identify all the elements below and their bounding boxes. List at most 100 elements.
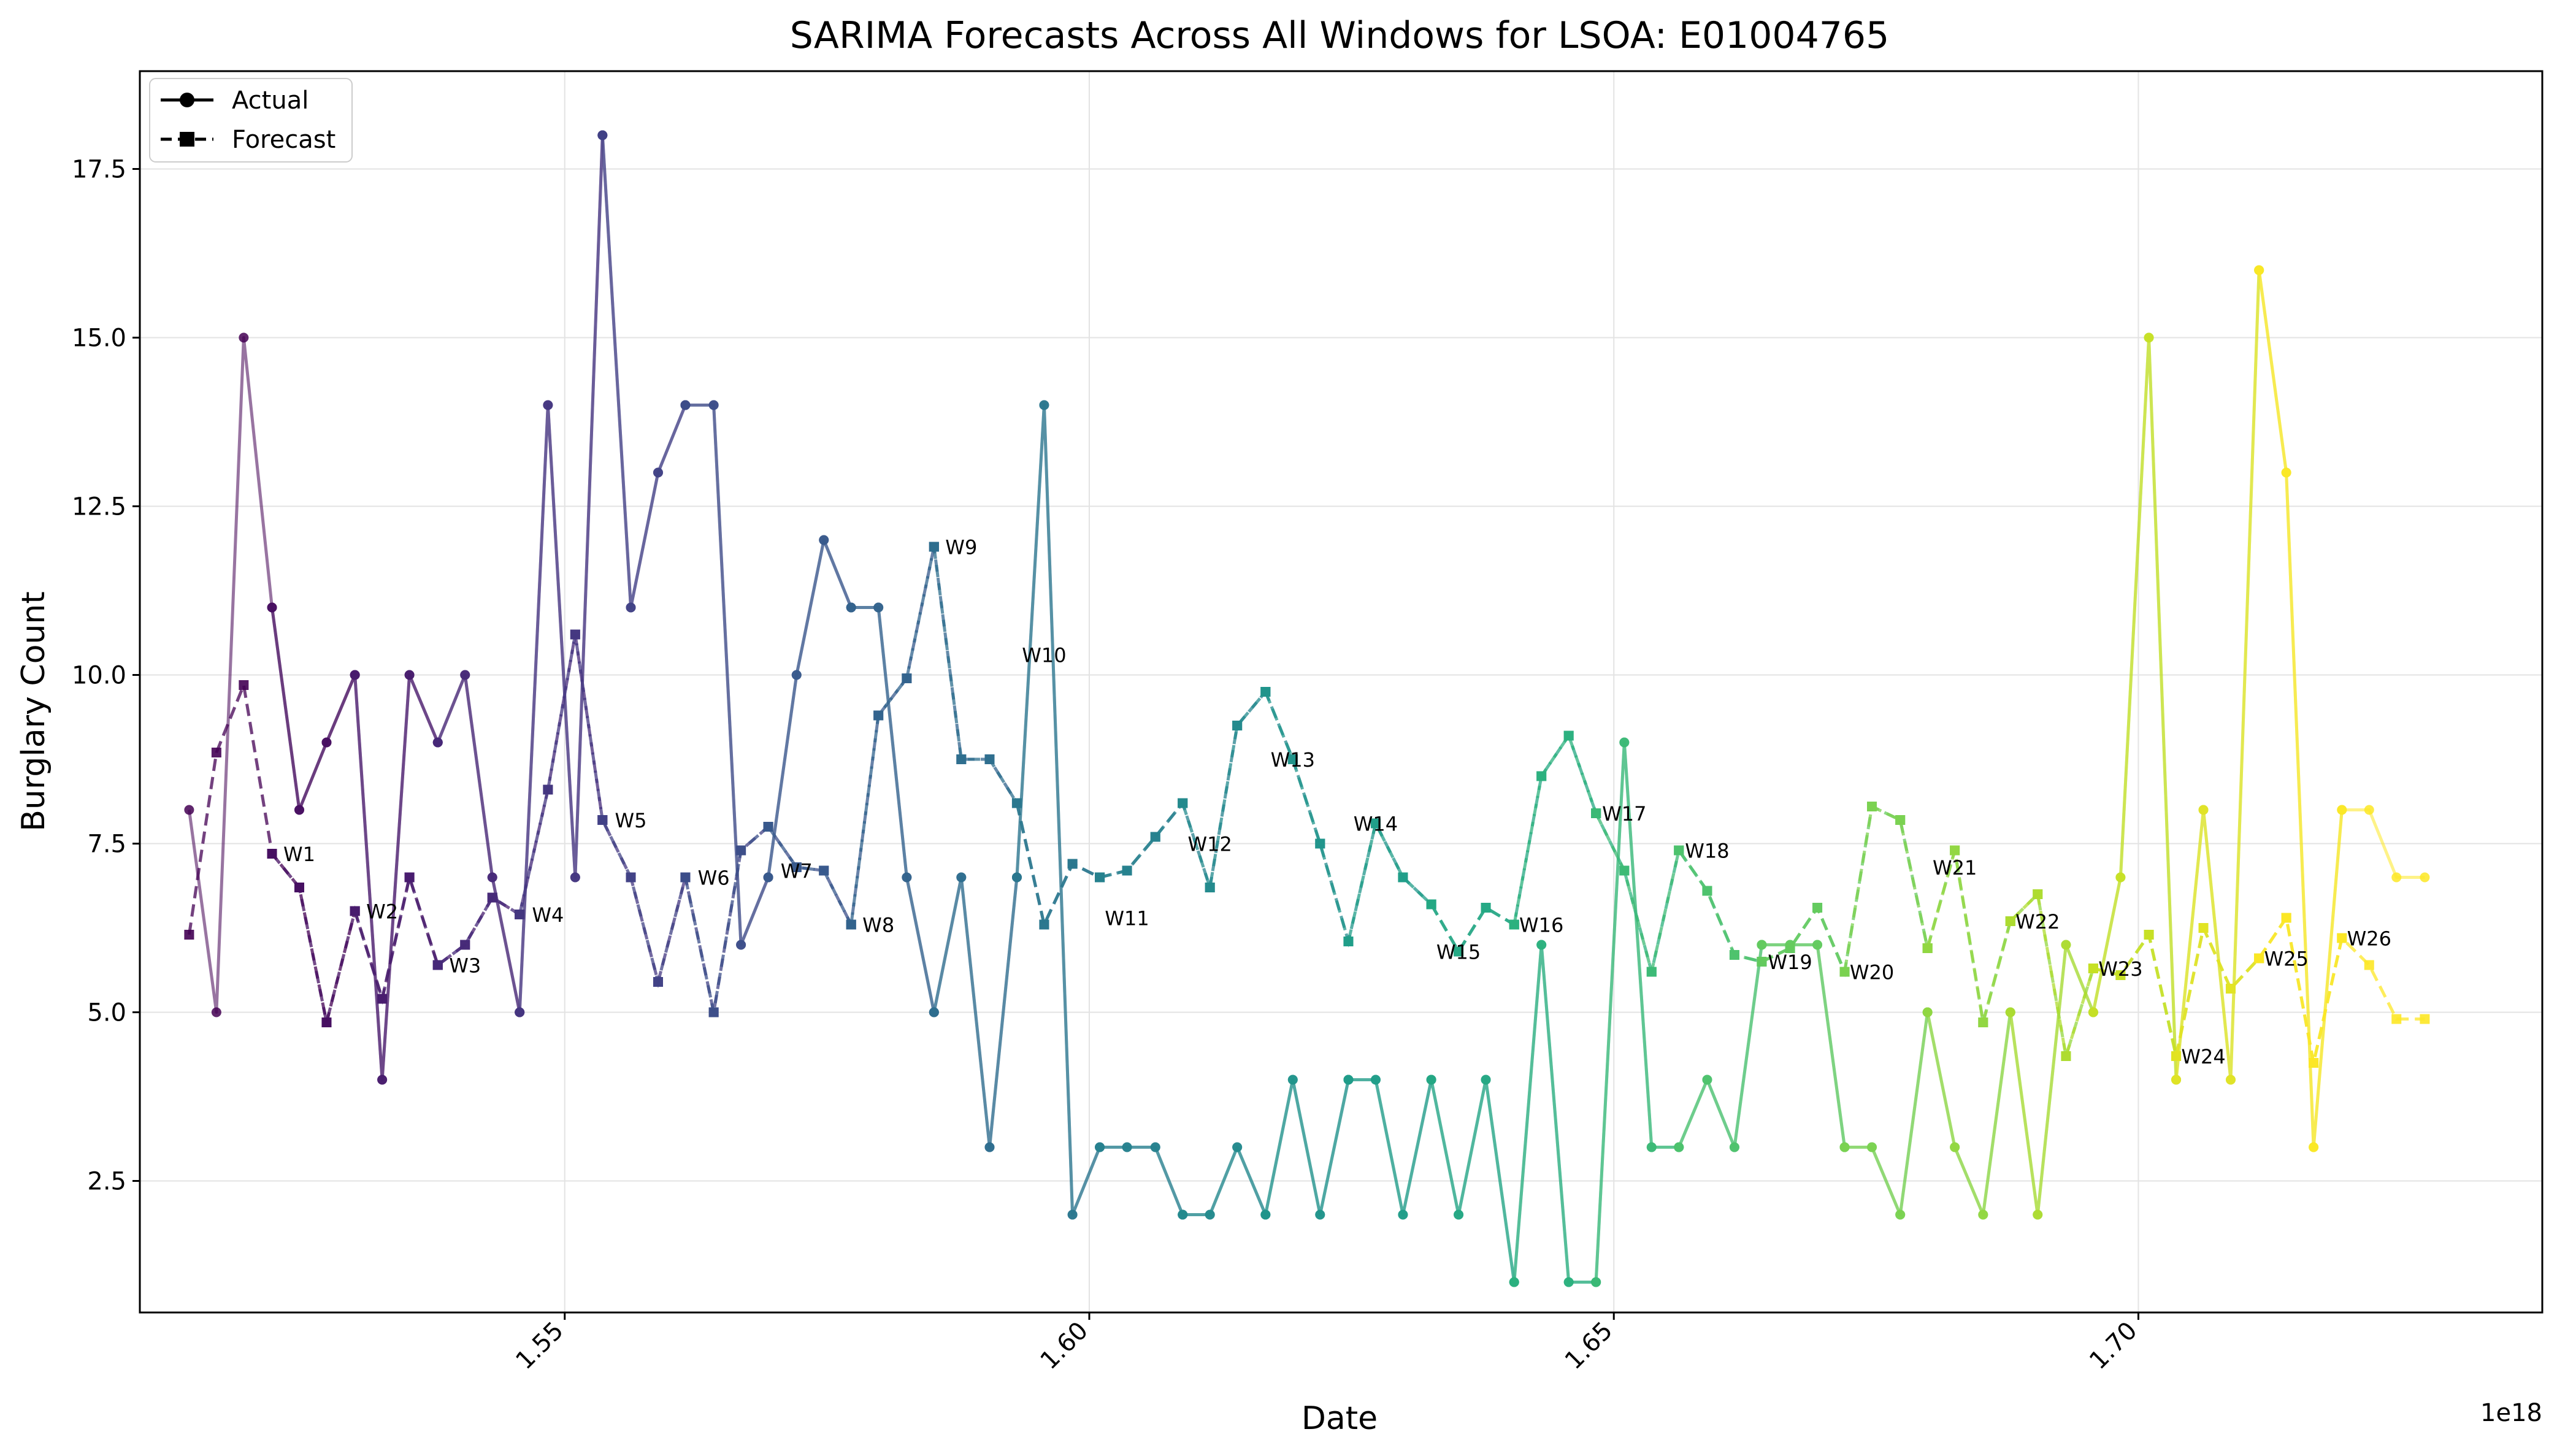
grid-layer bbox=[140, 71, 2542, 1312]
y-tick-label: 15.0 bbox=[72, 324, 126, 353]
forecast-point bbox=[2198, 923, 2209, 933]
forecast-point bbox=[1674, 845, 1684, 856]
actual-point bbox=[708, 400, 719, 410]
forecast-point bbox=[543, 784, 553, 795]
forecast-point bbox=[929, 542, 939, 552]
forecast-point bbox=[1839, 967, 1850, 977]
actual-point bbox=[239, 332, 249, 343]
actual-point bbox=[1343, 1075, 1354, 1085]
forecast-point bbox=[321, 1017, 332, 1027]
forecast-point bbox=[2420, 1014, 2430, 1024]
actual-point bbox=[267, 602, 277, 613]
forecast-point bbox=[515, 910, 525, 919]
forecast-point bbox=[819, 865, 829, 876]
forecast-point bbox=[2061, 1051, 2071, 1061]
forecast-point bbox=[1619, 865, 1630, 876]
forecast-point bbox=[1729, 950, 1739, 960]
actual-point bbox=[1812, 940, 1823, 950]
forecast-point bbox=[1812, 903, 1823, 913]
actual-point bbox=[2005, 1007, 2015, 1017]
forecast-point bbox=[2033, 889, 2043, 899]
actual-point bbox=[1702, 1075, 1712, 1085]
forecast-point bbox=[984, 754, 995, 764]
actual-point bbox=[2364, 805, 2374, 815]
window-label-w9: W9 bbox=[945, 536, 977, 559]
actual-point bbox=[1619, 737, 1630, 748]
actual-point bbox=[1398, 1209, 1408, 1220]
forecast-point bbox=[2225, 984, 2236, 994]
actual-point bbox=[1757, 940, 1767, 950]
forecast-point bbox=[1536, 771, 1547, 781]
actual-point bbox=[487, 872, 497, 883]
forecast-point bbox=[377, 994, 388, 1004]
forecast-point bbox=[1454, 946, 1464, 957]
forecast-point bbox=[2337, 933, 2347, 943]
actual-point bbox=[2225, 1075, 2236, 1085]
window-annotation-layer: W1 W2 W3 W4 W5 W6 W7 W8 W9 W10 W11 W12 W13 W14 W15 W16 W… bbox=[283, 536, 2391, 1069]
window-label-w10: W10 bbox=[1022, 644, 1066, 667]
forecast-point bbox=[1287, 754, 1298, 764]
actual-point bbox=[2309, 1142, 2319, 1152]
y-tick-label: 10.0 bbox=[72, 662, 126, 690]
forecast-point bbox=[1150, 832, 1160, 842]
forecast-point bbox=[1481, 903, 1491, 913]
actual-point bbox=[350, 670, 360, 680]
forecast-point bbox=[873, 710, 884, 721]
y-tick-label: 17.5 bbox=[72, 156, 126, 184]
window-label-w16: W16 bbox=[1519, 914, 1563, 937]
actual-point bbox=[2088, 1007, 2098, 1017]
actual-point bbox=[404, 670, 415, 680]
actual-point bbox=[2391, 872, 2402, 883]
forecast-point bbox=[1950, 845, 1960, 856]
forecast-point bbox=[294, 883, 304, 892]
actual-point bbox=[2115, 872, 2126, 883]
window-label-w21: W21 bbox=[1933, 856, 1977, 879]
actual-point bbox=[2144, 332, 2154, 343]
forecast-point bbox=[846, 919, 856, 930]
window-label-w26: W26 bbox=[2347, 927, 2391, 951]
legend: Actual Forecast bbox=[149, 78, 353, 163]
actual-point bbox=[1454, 1209, 1464, 1220]
actual-point bbox=[1674, 1142, 1684, 1152]
forecast-point bbox=[570, 629, 580, 640]
forecast-point bbox=[487, 892, 497, 903]
forecast-point bbox=[350, 906, 360, 916]
forecast-point bbox=[2391, 1014, 2402, 1024]
y-tick-label: 5.0 bbox=[87, 999, 126, 1027]
forecast-point bbox=[2171, 1051, 2182, 1061]
actual-point bbox=[2281, 467, 2291, 478]
forecast-point bbox=[1509, 919, 1519, 930]
actual-point bbox=[377, 1075, 388, 1085]
actual-point bbox=[2254, 265, 2264, 275]
window-label-w7: W7 bbox=[781, 860, 813, 883]
forecast-point bbox=[1232, 721, 1243, 730]
window-label-w8: W8 bbox=[862, 914, 894, 937]
forecast-point bbox=[432, 960, 443, 970]
forecast-point bbox=[1867, 802, 1877, 811]
window-group-w26 bbox=[2254, 265, 2430, 1152]
forecast-point bbox=[791, 862, 802, 872]
actual-point bbox=[1232, 1142, 1243, 1152]
actual-point bbox=[1867, 1142, 1877, 1152]
window-label-w13: W13 bbox=[1271, 748, 1315, 772]
legend-actual-label: Actual bbox=[232, 86, 309, 115]
forecast-point bbox=[1426, 899, 1436, 910]
forecast-point bbox=[267, 849, 277, 859]
actual-point bbox=[1011, 872, 1022, 883]
actual-point bbox=[1950, 1142, 1960, 1152]
forecast-point bbox=[1095, 872, 1105, 883]
actual-point bbox=[846, 602, 856, 613]
actual-point bbox=[2420, 872, 2430, 883]
actual-point bbox=[1978, 1209, 1988, 1220]
actual-point bbox=[1481, 1075, 1491, 1085]
actual-point bbox=[2171, 1075, 2182, 1085]
window-label-w6: W6 bbox=[698, 867, 730, 890]
window-label-w24: W24 bbox=[2181, 1045, 2225, 1068]
actual-point bbox=[543, 400, 553, 410]
actual-point bbox=[1039, 400, 1049, 410]
actual-point bbox=[1895, 1209, 1906, 1220]
y-tick-label: 7.5 bbox=[87, 830, 126, 859]
legend-actual-marker bbox=[180, 93, 194, 107]
forecast-point bbox=[680, 872, 691, 883]
legend-forecast-marker bbox=[180, 132, 194, 147]
